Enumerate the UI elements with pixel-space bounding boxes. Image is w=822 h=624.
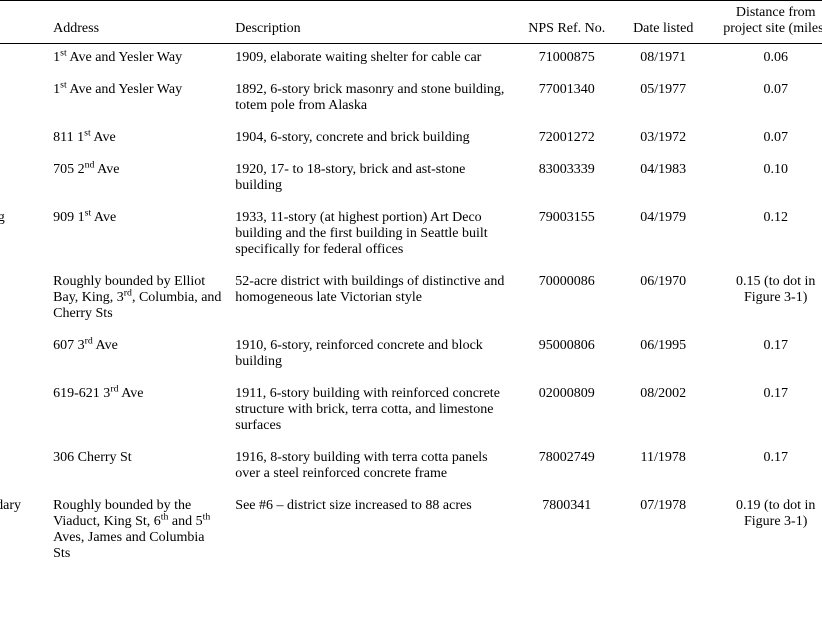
cell-distance: 0.17 xyxy=(711,444,822,492)
table-row: 619-621 3rd Ave1911, 6-story building wi… xyxy=(0,380,822,444)
cell-nps: 72001272 xyxy=(519,124,615,156)
cell-description: 52-acre district with buildings of disti… xyxy=(229,268,518,332)
col-header-address: Address xyxy=(47,1,229,44)
table-row: 811 1st Ave1904, 6-story, concrete and b… xyxy=(0,124,822,156)
cell-distance: 0.15 (to dot in Figure 3-1) xyxy=(711,268,822,332)
cell-address: 1st Ave and Yesler Way xyxy=(47,76,229,124)
cell-nps: 95000806 xyxy=(519,332,615,380)
cell-nps: 02000809 xyxy=(519,380,615,444)
cell-name xyxy=(0,444,47,492)
cell-description: See #6 – district size increased to 88 a… xyxy=(229,492,518,572)
cell-address: 1st Ave and Yesler Way xyxy=(47,44,229,77)
historic-properties-table: Name Address Description NPS Ref. No. Da… xyxy=(0,0,822,572)
cell-distance: 0.17 xyxy=(711,332,822,380)
cell-distance: 0.10 xyxy=(711,156,822,204)
cell-description: 1910, 6-story, reinforced concrete and b… xyxy=(229,332,518,380)
cell-date: 03/1972 xyxy=(615,124,711,156)
cell-name: Skid oundary xyxy=(0,492,47,572)
table-row: 607 3rd Ave1910, 6-story, reinforced con… xyxy=(0,332,822,380)
cell-name xyxy=(0,380,47,444)
table-header-row: Name Address Description NPS Ref. No. Da… xyxy=(0,1,822,44)
cell-name xyxy=(0,156,47,204)
col-header-nps: NPS Ref. No. xyxy=(519,1,615,44)
table-row: e Building909 1st Ave1933, 11-story (at … xyxy=(0,204,822,268)
cell-name: e Building xyxy=(0,204,47,268)
cell-distance: 0.19 (to dot in Figure 3-1) xyxy=(711,492,822,572)
cell-nps: 83003339 xyxy=(519,156,615,204)
table-row: 306 Cherry St1916, 8-story building with… xyxy=(0,444,822,492)
cell-address: Roughly bounded by Elliot Bay, King, 3rd… xyxy=(47,268,229,332)
cell-date: 05/1977 xyxy=(615,76,711,124)
cell-address: 306 Cherry St xyxy=(47,444,229,492)
cell-address: 705 2nd Ave xyxy=(47,156,229,204)
cell-description: 1904, 6-story, concrete and brick buildi… xyxy=(229,124,518,156)
cell-distance: 0.06 xyxy=(711,44,822,77)
cell-nps: 78002749 xyxy=(519,444,615,492)
cell-description: 1911, 6-story building with reinforced c… xyxy=(229,380,518,444)
cell-name xyxy=(0,332,47,380)
cell-nps: 77001340 xyxy=(519,76,615,124)
cell-distance: 0.12 xyxy=(711,204,822,268)
cell-description: 1933, 11-story (at highest portion) Art … xyxy=(229,204,518,268)
cell-address: 811 1st Ave xyxy=(47,124,229,156)
cell-name xyxy=(0,124,47,156)
cell-date: 11/1978 xyxy=(615,444,711,492)
cell-date: 06/1970 xyxy=(615,268,711,332)
col-header-distance: Distance from project site (miles) xyxy=(711,1,822,44)
table-row: Pergola,1st Ave and Yesler Way1892, 6-st… xyxy=(0,76,822,124)
table-row: Skid oundaryRoughly bounded by the Viadu… xyxy=(0,492,822,572)
cell-nps: 70000086 xyxy=(519,268,615,332)
cell-address: Roughly bounded by the Viaduct, King St,… xyxy=(47,492,229,572)
cell-address: 607 3rd Ave xyxy=(47,332,229,380)
table-row: 705 2nd Ave1920, 17- to 18-story, brick … xyxy=(0,156,822,204)
cell-distance: 0.07 xyxy=(711,76,822,124)
cell-description: 1920, 17- to 18-story, brick and ast-sto… xyxy=(229,156,518,204)
cell-name: Pergola, xyxy=(0,76,47,124)
cell-distance: 0.07 xyxy=(711,124,822,156)
cell-description: 1916, 8-story building with terra cotta … xyxy=(229,444,518,492)
cell-date: 04/1979 xyxy=(615,204,711,268)
cell-address: 909 1st Ave xyxy=(47,204,229,268)
cell-nps: 71000875 xyxy=(519,44,615,77)
cell-distance: 0.17 xyxy=(711,380,822,444)
cell-name xyxy=(0,44,47,77)
cell-date: 07/1978 xyxy=(615,492,711,572)
cell-description: 1909, elaborate waiting shelter for cabl… xyxy=(229,44,518,77)
table-body: 1st Ave and Yesler Way1909, elaborate wa… xyxy=(0,44,822,573)
col-header-date: Date listed xyxy=(615,1,711,44)
table-row: SkidRoughly bounded by Elliot Bay, King,… xyxy=(0,268,822,332)
cell-nps: 79003155 xyxy=(519,204,615,268)
col-header-description: Description xyxy=(229,1,518,44)
cell-date: 04/1983 xyxy=(615,156,711,204)
cell-date: 08/2002 xyxy=(615,380,711,444)
cell-nps: 7800341 xyxy=(519,492,615,572)
cell-address: 619-621 3rd Ave xyxy=(47,380,229,444)
cell-date: 06/1995 xyxy=(615,332,711,380)
col-header-name: Name xyxy=(0,1,47,44)
table-row: 1st Ave and Yesler Way1909, elaborate wa… xyxy=(0,44,822,77)
cell-date: 08/1971 xyxy=(615,44,711,77)
cell-description: 1892, 6-story brick masonry and stone bu… xyxy=(229,76,518,124)
cell-name: Skid xyxy=(0,268,47,332)
